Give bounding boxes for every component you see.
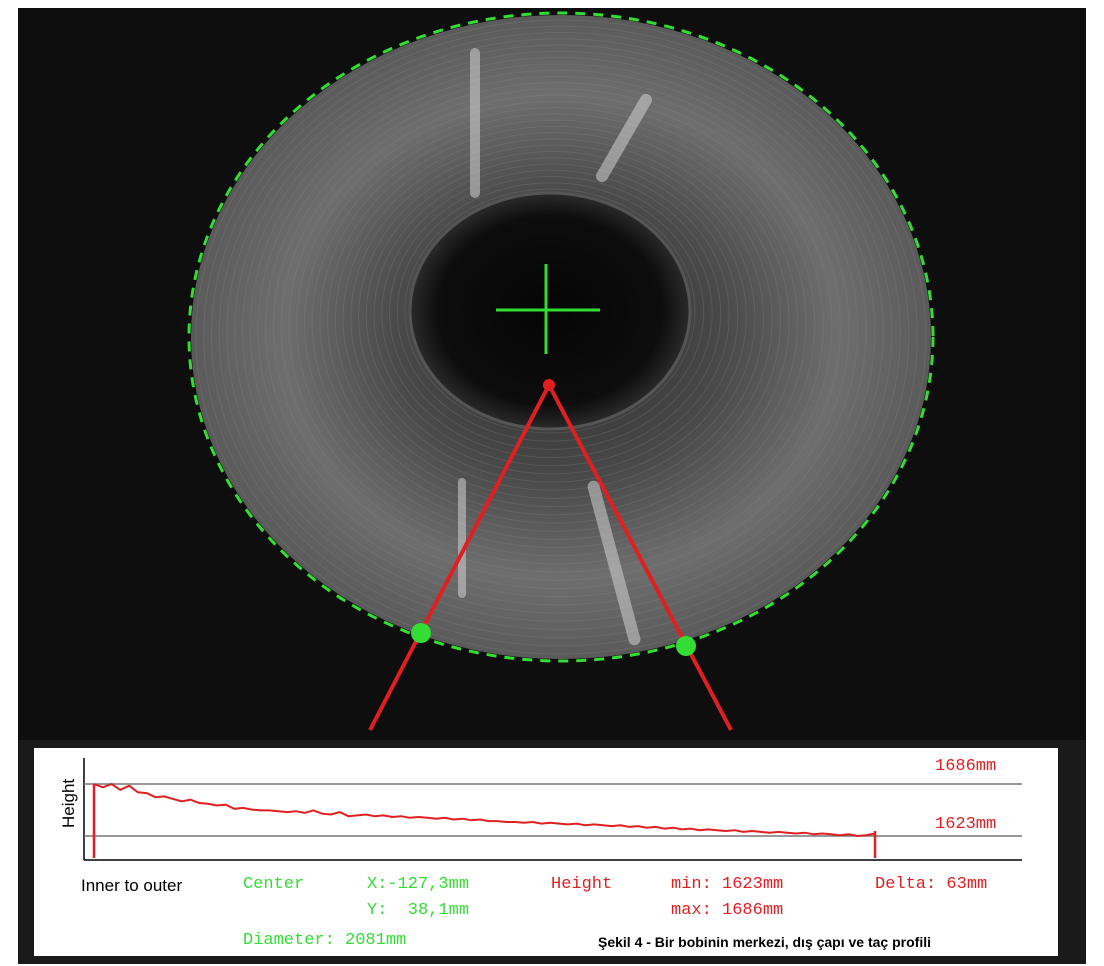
coil-camera-view (18, 8, 1086, 740)
figure-caption: Şekil 4 - Bir bobinin merkezi, dış çapı … (598, 934, 931, 950)
edge-marker-right (676, 636, 696, 656)
height-profile-chart: Height 1686mm 1623mm (59, 757, 1022, 861)
coil-reflections (458, 48, 652, 646)
diameter-value: Diameter: 2081mm (243, 931, 407, 950)
coil-windings (195, 19, 927, 655)
outer-diameter-outline (187, 11, 935, 663)
max-level-label: 1686mm (935, 757, 996, 776)
height-min-value: min: 1623mm (671, 875, 784, 894)
edge-marker-left (411, 623, 431, 643)
center-label: Center (243, 875, 305, 894)
center-point (543, 379, 555, 391)
height-max-value: max: 1686mm (671, 901, 784, 920)
min-level-label: 1623mm (935, 815, 996, 834)
y-axis-label: Height (59, 779, 78, 828)
center-x-value: X:-127,3mm (367, 875, 470, 894)
crosshair-icon (496, 264, 600, 354)
x-axis-label: Inner to outer (81, 876, 183, 895)
profile-rays (368, 384, 733, 731)
height-label: Height (551, 875, 613, 894)
profile-panel: Height 1686mm 1623mm Inner to outer Cent… (34, 748, 1058, 956)
height-profile-line (93, 782, 876, 838)
center-y-value: Y: 38,1mm (367, 901, 470, 920)
delta-value: Delta: 63mm (875, 875, 988, 894)
